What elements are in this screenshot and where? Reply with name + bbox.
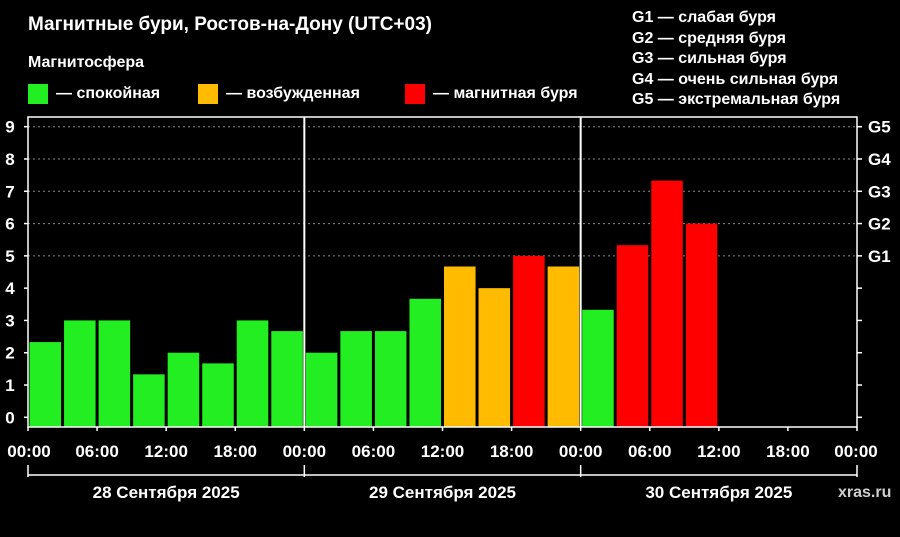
legend-label-calm: — спокойная — [56, 85, 161, 102]
g-legend-g1: G1 — слабая буря — [632, 9, 777, 26]
chart-title: Магнитные бури, Ростов-на-Дону (UTC+03) — [28, 14, 432, 35]
calm-swatch — [28, 84, 48, 104]
g-legend-g3: G3 — сильная буря — [632, 50, 787, 67]
x-tick-label: 00:00 — [834, 442, 877, 461]
y-tick-label: 9 — [5, 118, 14, 137]
kp-bar-1 — [64, 320, 96, 427]
y-tick-label: 3 — [5, 311, 14, 330]
kp-bar-8 — [305, 352, 338, 427]
day-label: 30 Сентября 2025 — [645, 483, 792, 502]
kp-bar-3 — [133, 374, 165, 427]
legend-label-storm: — магнитная буря — [433, 85, 578, 102]
kp-bar-16 — [582, 309, 614, 427]
kp-bar-5 — [202, 363, 234, 427]
y-tick-label: 1 — [5, 376, 14, 395]
kp-bar-17 — [616, 245, 649, 427]
kp-bar-18 — [651, 180, 683, 427]
y-tick-label: 6 — [5, 215, 14, 234]
kp-bar-14 — [513, 255, 545, 427]
g-level-label: G4 — [868, 150, 891, 169]
kp-bar-6 — [236, 320, 269, 427]
y-tick-label: 8 — [5, 150, 14, 169]
kp-bar-19 — [685, 223, 718, 427]
kp-bar-9 — [340, 331, 372, 427]
kp-bar-4 — [167, 352, 200, 427]
y-tick-label: 7 — [5, 182, 14, 201]
g-scale-legend: G1 — слабая буря G2 — средняя буря G3 — … — [632, 8, 840, 111]
x-tick-label: 00:00 — [7, 442, 50, 461]
day-label: 28 Сентября 2025 — [93, 483, 240, 502]
day-label: 29 Сентября 2025 — [369, 483, 516, 502]
g-level-label: G2 — [868, 215, 891, 234]
g-legend-g5: G5 — экстремальная буря — [632, 91, 841, 108]
legend-item-storm: — магнитная буря — [405, 84, 578, 104]
y-tick-label: 4 — [5, 279, 15, 298]
kp-bar-10 — [374, 331, 407, 427]
kp-bar-0 — [29, 342, 62, 427]
kp-bar-15 — [547, 266, 580, 427]
magnetosphere-label: Магнитосфера — [28, 54, 145, 71]
kp-bar-7 — [271, 331, 303, 427]
y-tick-label: 5 — [5, 247, 14, 266]
x-tick-label: 00:00 — [559, 442, 602, 461]
x-tick-label: 06:00 — [352, 442, 395, 461]
x-tick-label: 12:00 — [144, 442, 187, 461]
g-legend-g4: G4 — очень сильная буря — [632, 70, 839, 88]
x-tick-label: 06:00 — [628, 442, 671, 461]
excited-swatch — [198, 84, 218, 104]
y-tick-label: 0 — [5, 408, 14, 427]
watermark: xras.ru — [838, 484, 892, 501]
y-tick-label: 2 — [5, 344, 14, 363]
kp-bar-2 — [98, 320, 131, 427]
legend-item-calm: — спокойная — [28, 84, 160, 104]
x-tick-label: 06:00 — [75, 442, 118, 461]
x-tick-label: 18:00 — [490, 442, 533, 461]
x-tick-label: 00:00 — [283, 442, 326, 461]
kp-bar-11 — [409, 298, 441, 427]
g-legend-g2: G2 — средняя буря — [632, 29, 786, 47]
x-tick-label: 18:00 — [766, 442, 809, 461]
g-level-label: G5 — [868, 118, 891, 137]
x-tick-label: 18:00 — [214, 442, 257, 461]
storm-swatch — [405, 84, 425, 104]
x-tick-label: 12:00 — [421, 442, 464, 461]
kp-bar-12 — [444, 266, 476, 427]
x-tick-label: 12:00 — [697, 442, 740, 461]
g-level-label: G3 — [868, 182, 891, 201]
kp-bar-13 — [478, 288, 511, 427]
g-level-label: G1 — [868, 247, 891, 266]
legend-item-excited: — возбужденная — [198, 84, 360, 104]
legend-label-excited: — возбужденная — [226, 85, 360, 102]
